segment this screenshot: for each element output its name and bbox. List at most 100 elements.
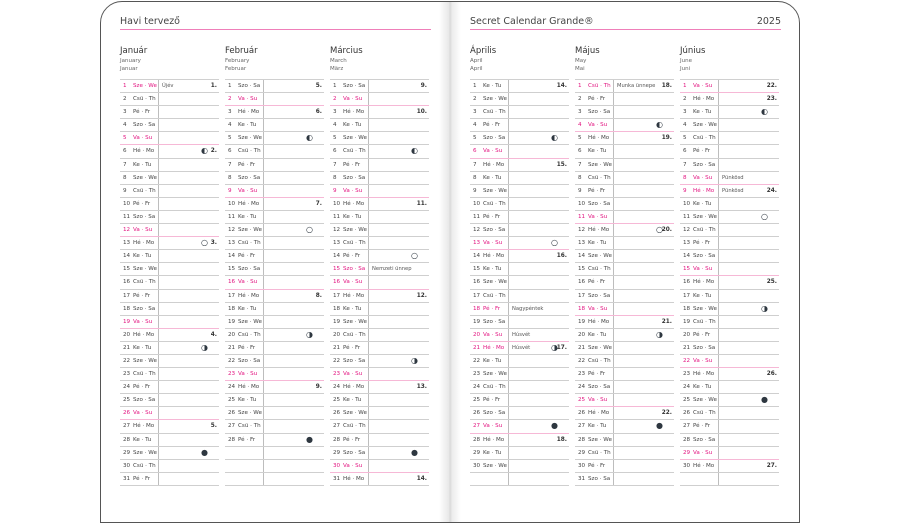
day-row[interactable]: 21 Pé · Fr — [330, 342, 429, 355]
day-row[interactable]: 12 Csü · Th — [680, 224, 779, 238]
day-row[interactable]: 3 Pé · Fr — [120, 106, 219, 120]
day-row[interactable]: 15 Szo · Sa — [225, 263, 324, 277]
day-row[interactable]: 29 Csü · Th — [575, 447, 674, 460]
day-row[interactable]: 29 Sze · We ● — [120, 447, 219, 460]
day-row[interactable]: 27 Hé · Mo 5. — [120, 420, 219, 434]
day-row[interactable]: 11 Va · Su — [575, 211, 674, 225]
day-row[interactable]: 21 Pé · Fr — [225, 342, 324, 355]
day-row[interactable]: 7 Pé · Fr — [225, 159, 324, 172]
day-row[interactable]: 2 Va · Su — [330, 93, 429, 107]
day-row[interactable]: 22 Va · Su — [680, 355, 779, 369]
day-row[interactable]: 23 Va · Su — [330, 368, 429, 382]
day-row[interactable]: 28 Pé · Fr — [330, 434, 429, 447]
day-row[interactable]: 28 Sze · We — [575, 434, 674, 447]
day-row[interactable]: 29 Ke · Tu — [470, 447, 569, 460]
day-row[interactable]: 28 Pé · Fr ● — [225, 434, 324, 447]
day-row[interactable]: 2 Csü · Th — [120, 93, 219, 107]
day-row[interactable]: 24 Hé · Mo 13. — [330, 381, 429, 395]
day-row[interactable]: 4 Va · Su ◐ — [575, 119, 674, 133]
day-row[interactable]: 8 Csü · Th — [575, 172, 674, 185]
day-row[interactable]: 17 Pé · Fr — [120, 290, 219, 303]
day-row[interactable]: 10 Hé · Mo 7. — [225, 198, 324, 211]
day-row[interactable]: 3 Hé · Mo 10. — [330, 106, 429, 120]
day-row[interactable]: 30 Hé · Mo 27. — [680, 460, 779, 473]
day-row[interactable]: 7 Pé · Fr — [330, 159, 429, 172]
day-row[interactable]: 22 Ke · Tu — [470, 355, 569, 369]
day-row[interactable]: 12 Sze · We ○ — [225, 224, 324, 238]
day-row[interactable]: 2 Pé · Fr — [575, 93, 674, 107]
day-row[interactable]: 6 Csü · Th ◐ — [330, 145, 429, 159]
day-row[interactable]: 30 Csü · Th — [120, 460, 219, 473]
day-row[interactable]: 11 Pé · Fr — [470, 211, 569, 225]
day-row[interactable]: 26 Sze · We — [330, 407, 429, 421]
day-row[interactable]: 1 Va · Su 22. — [680, 80, 779, 94]
day-row[interactable]: 7 Sze · We — [575, 159, 674, 172]
day-row[interactable]: 15 Csü · Th — [575, 263, 674, 277]
day-row[interactable]: 20 Pé · Fr — [680, 329, 779, 342]
day-row[interactable]: 16 Csü · Th — [120, 276, 219, 290]
day-row[interactable]: 18 Pé · Fr Nagypéntek — [470, 303, 569, 316]
day-row[interactable]: 20 Csü · Th — [330, 329, 429, 342]
day-row[interactable]: 12 Szo · Sa — [470, 224, 569, 238]
day-row[interactable]: 25 Ke · Tu — [225, 394, 324, 408]
day-row[interactable]: 20 Hé · Mo 4. — [120, 329, 219, 342]
day-row[interactable]: 5 Sze · We ◐ — [225, 132, 324, 146]
day-row[interactable]: 8 Va · Su Pünkösd — [680, 172, 779, 185]
day-row[interactable]: 4 Ke · Tu — [225, 119, 324, 133]
day-row[interactable]: 28 Szo · Sa — [680, 434, 779, 447]
day-row[interactable]: 1 Ke · Tu 14. — [470, 80, 569, 94]
day-row[interactable]: 23 Sze · We — [470, 368, 569, 382]
day-row[interactable]: 17 Hé · Mo 12. — [330, 290, 429, 303]
day-row[interactable]: 31 Pé · Fr — [120, 473, 219, 486]
day-row[interactable]: 2 Sze · We — [470, 93, 569, 107]
day-row[interactable]: 13 Pé · Fr — [680, 237, 779, 251]
day-row[interactable]: 28 Ke · Tu — [120, 434, 219, 447]
day-row[interactable]: 9 Va · Su — [330, 185, 429, 198]
day-row[interactable]: 13 Csü · Th — [225, 237, 324, 251]
day-row[interactable]: 11 Ke · Tu — [330, 211, 429, 225]
day-row[interactable]: 27 Csü · Th — [330, 420, 429, 434]
day-row[interactable]: 10 Ke · Tu — [680, 198, 779, 211]
day-row[interactable]: 3 Hé · Mo 6. — [225, 106, 324, 120]
day-row[interactable]: 27 Pé · Fr — [680, 420, 779, 434]
day-row[interactable]: 19 Va · Su — [120, 316, 219, 329]
day-row[interactable]: 19 Hé · Mo 21. — [575, 316, 674, 329]
day-row[interactable]: 25 Va · Su — [575, 394, 674, 408]
day-row[interactable]: 1 Sze · We Újév 1. — [120, 80, 219, 94]
day-row[interactable]: 4 Sze · We — [680, 119, 779, 133]
day-row[interactable]: 1 Szo · Sa 9. — [330, 80, 429, 94]
day-row[interactable]: 19 Sze · We — [225, 316, 324, 329]
day-row[interactable]: 4 Ke · Tu — [330, 119, 429, 133]
day-row[interactable]: 21 Sze · We — [575, 342, 674, 355]
day-row[interactable]: 26 Va · Su — [120, 407, 219, 421]
day-row[interactable]: 10 Csü · Th — [470, 198, 569, 211]
day-row[interactable]: 30 Sze · We — [470, 460, 569, 473]
day-row[interactable]: 19 Szo · Sa — [470, 316, 569, 329]
day-row[interactable]: 10 Hé · Mo 11. — [330, 198, 429, 211]
day-row[interactable]: 22 Sze · We — [120, 355, 219, 369]
day-row[interactable]: 24 Hé · Mo 9. — [225, 381, 324, 395]
day-row[interactable]: 24 Csü · Th — [470, 381, 569, 395]
day-row[interactable]: 4 Pé · Fr — [470, 119, 569, 133]
day-row[interactable]: 16 Va · Su — [225, 276, 324, 290]
day-row[interactable]: 9 Va · Su — [225, 185, 324, 198]
day-row[interactable]: 18 Szo · Sa — [120, 303, 219, 316]
day-row[interactable]: 10 Pé · Fr — [120, 198, 219, 211]
day-row[interactable]: 18 Va · Su — [575, 303, 674, 316]
day-row[interactable]: 5 Va · Su — [120, 132, 219, 146]
day-row[interactable]: 22 Szo · Sa — [225, 355, 324, 369]
day-row[interactable]: 25 Sze · We ● — [680, 394, 779, 408]
day-row[interactable]: 12 Va · Su — [120, 224, 219, 238]
day-row[interactable]: 11 Szo · Sa — [120, 211, 219, 225]
day-row[interactable]: 14 Hé · Mo 16. — [470, 250, 569, 264]
day-row[interactable]: 9 Pé · Fr — [575, 185, 674, 198]
day-row[interactable]: 8 Ke · Tu — [470, 172, 569, 185]
day-row[interactable]: 7 Ke · Tu — [120, 159, 219, 172]
day-row[interactable]: 5 Sze · We — [330, 132, 429, 146]
day-row[interactable]: 15 Va · Su — [680, 263, 779, 277]
day-row[interactable]: 22 Szo · Sa ◑ — [330, 355, 429, 369]
day-row[interactable]: 19 Csü · Th — [680, 316, 779, 329]
day-row[interactable]: 31 Hé · Mo 14. — [330, 473, 429, 486]
day-row[interactable]: 23 Pé · Fr — [575, 368, 674, 382]
day-row[interactable]: 1 Csü · Th Munka ünnepe 18. — [575, 80, 674, 94]
